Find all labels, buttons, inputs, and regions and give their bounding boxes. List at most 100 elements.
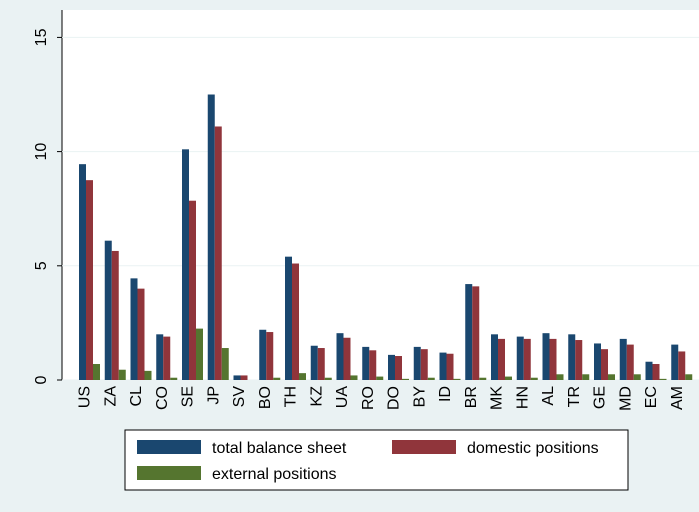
legend-label: domestic positions	[467, 440, 599, 457]
y-tick-label: 5	[33, 261, 50, 270]
x-tick-label: JP	[205, 386, 222, 405]
bar	[678, 351, 686, 380]
bar	[221, 348, 229, 380]
bar	[111, 250, 119, 380]
x-tick-label: EC	[643, 386, 660, 408]
legend-label: external positions	[212, 466, 337, 483]
x-tick-label: CO	[154, 386, 171, 410]
x-tick-label: UA	[334, 386, 351, 409]
x-tick-label: SE	[180, 386, 197, 407]
bar	[144, 370, 152, 380]
bar	[310, 345, 318, 380]
bar	[350, 375, 358, 380]
bar	[207, 94, 215, 381]
x-tick-label: MK	[489, 386, 506, 410]
bar	[505, 376, 512, 380]
x-tick-label: ZA	[102, 386, 119, 407]
y-tick-label: 0	[33, 375, 50, 384]
bar	[285, 256, 292, 380]
bar	[369, 350, 377, 380]
bar	[413, 346, 421, 380]
bar	[266, 332, 274, 380]
bar	[498, 338, 505, 380]
bar	[530, 377, 538, 380]
bar	[273, 377, 281, 380]
bar	[118, 369, 126, 380]
x-tick-label: AL	[540, 386, 557, 406]
y-tick-label: 15	[33, 28, 50, 46]
bar	[240, 375, 248, 380]
bar	[137, 288, 145, 380]
x-tick-label: TH	[283, 386, 300, 407]
bar	[645, 361, 653, 380]
x-tick-label: GE	[592, 386, 609, 409]
bar	[259, 329, 267, 380]
bar	[79, 164, 86, 380]
bar	[465, 284, 473, 380]
bar	[388, 354, 395, 380]
bar	[601, 349, 608, 380]
bar	[626, 344, 634, 380]
bar	[214, 126, 222, 381]
bar	[453, 378, 461, 380]
bar	[376, 376, 384, 380]
bar	[659, 378, 667, 380]
legend-label: total balance sheet	[212, 440, 347, 457]
x-tick-label: MD	[617, 386, 634, 411]
bar	[439, 352, 447, 380]
bar	[575, 340, 583, 380]
bar	[671, 344, 679, 380]
bar	[336, 333, 344, 380]
bar	[182, 149, 189, 380]
y-tick-label: 10	[33, 143, 50, 161]
bar	[491, 334, 498, 380]
bar	[170, 377, 178, 380]
bar	[104, 240, 112, 380]
x-tick-label: BR	[463, 386, 480, 408]
bar	[163, 336, 171, 380]
x-tick-label: BY	[411, 386, 428, 408]
bar	[156, 334, 164, 380]
x-tick-label: CL	[128, 386, 145, 407]
legend-swatch	[392, 440, 456, 454]
bar	[317, 348, 325, 380]
bar	[479, 377, 487, 380]
bar	[608, 374, 615, 380]
legend	[124, 429, 629, 491]
bar	[594, 343, 601, 380]
x-tick-label: AM	[669, 386, 686, 410]
x-tick-label: BO	[257, 386, 274, 409]
plot-area	[62, 10, 699, 380]
bar	[130, 278, 138, 380]
bar	[582, 374, 590, 380]
bar	[343, 337, 351, 380]
bar	[516, 336, 524, 380]
x-tick-label: ID	[437, 386, 454, 402]
legend-swatch	[137, 440, 201, 454]
bar	[652, 364, 660, 380]
x-tick-label: KZ	[308, 386, 325, 407]
bar	[446, 353, 454, 380]
bar	[472, 286, 480, 380]
bar	[196, 328, 203, 380]
bar	[427, 377, 435, 380]
x-tick-label: HN	[514, 386, 531, 409]
bar	[568, 334, 576, 380]
bar	[619, 338, 627, 380]
bar	[189, 200, 196, 380]
bar	[93, 364, 100, 380]
bar	[233, 375, 241, 380]
bar	[292, 263, 299, 380]
bar	[324, 377, 332, 380]
bar	[542, 333, 550, 380]
bar	[299, 373, 306, 380]
bar	[395, 356, 402, 380]
bar	[86, 180, 93, 380]
legend-swatch	[137, 466, 201, 480]
x-tick-label: DO	[386, 386, 403, 410]
bar	[685, 374, 693, 380]
bar	[420, 349, 428, 380]
bar	[402, 378, 409, 380]
